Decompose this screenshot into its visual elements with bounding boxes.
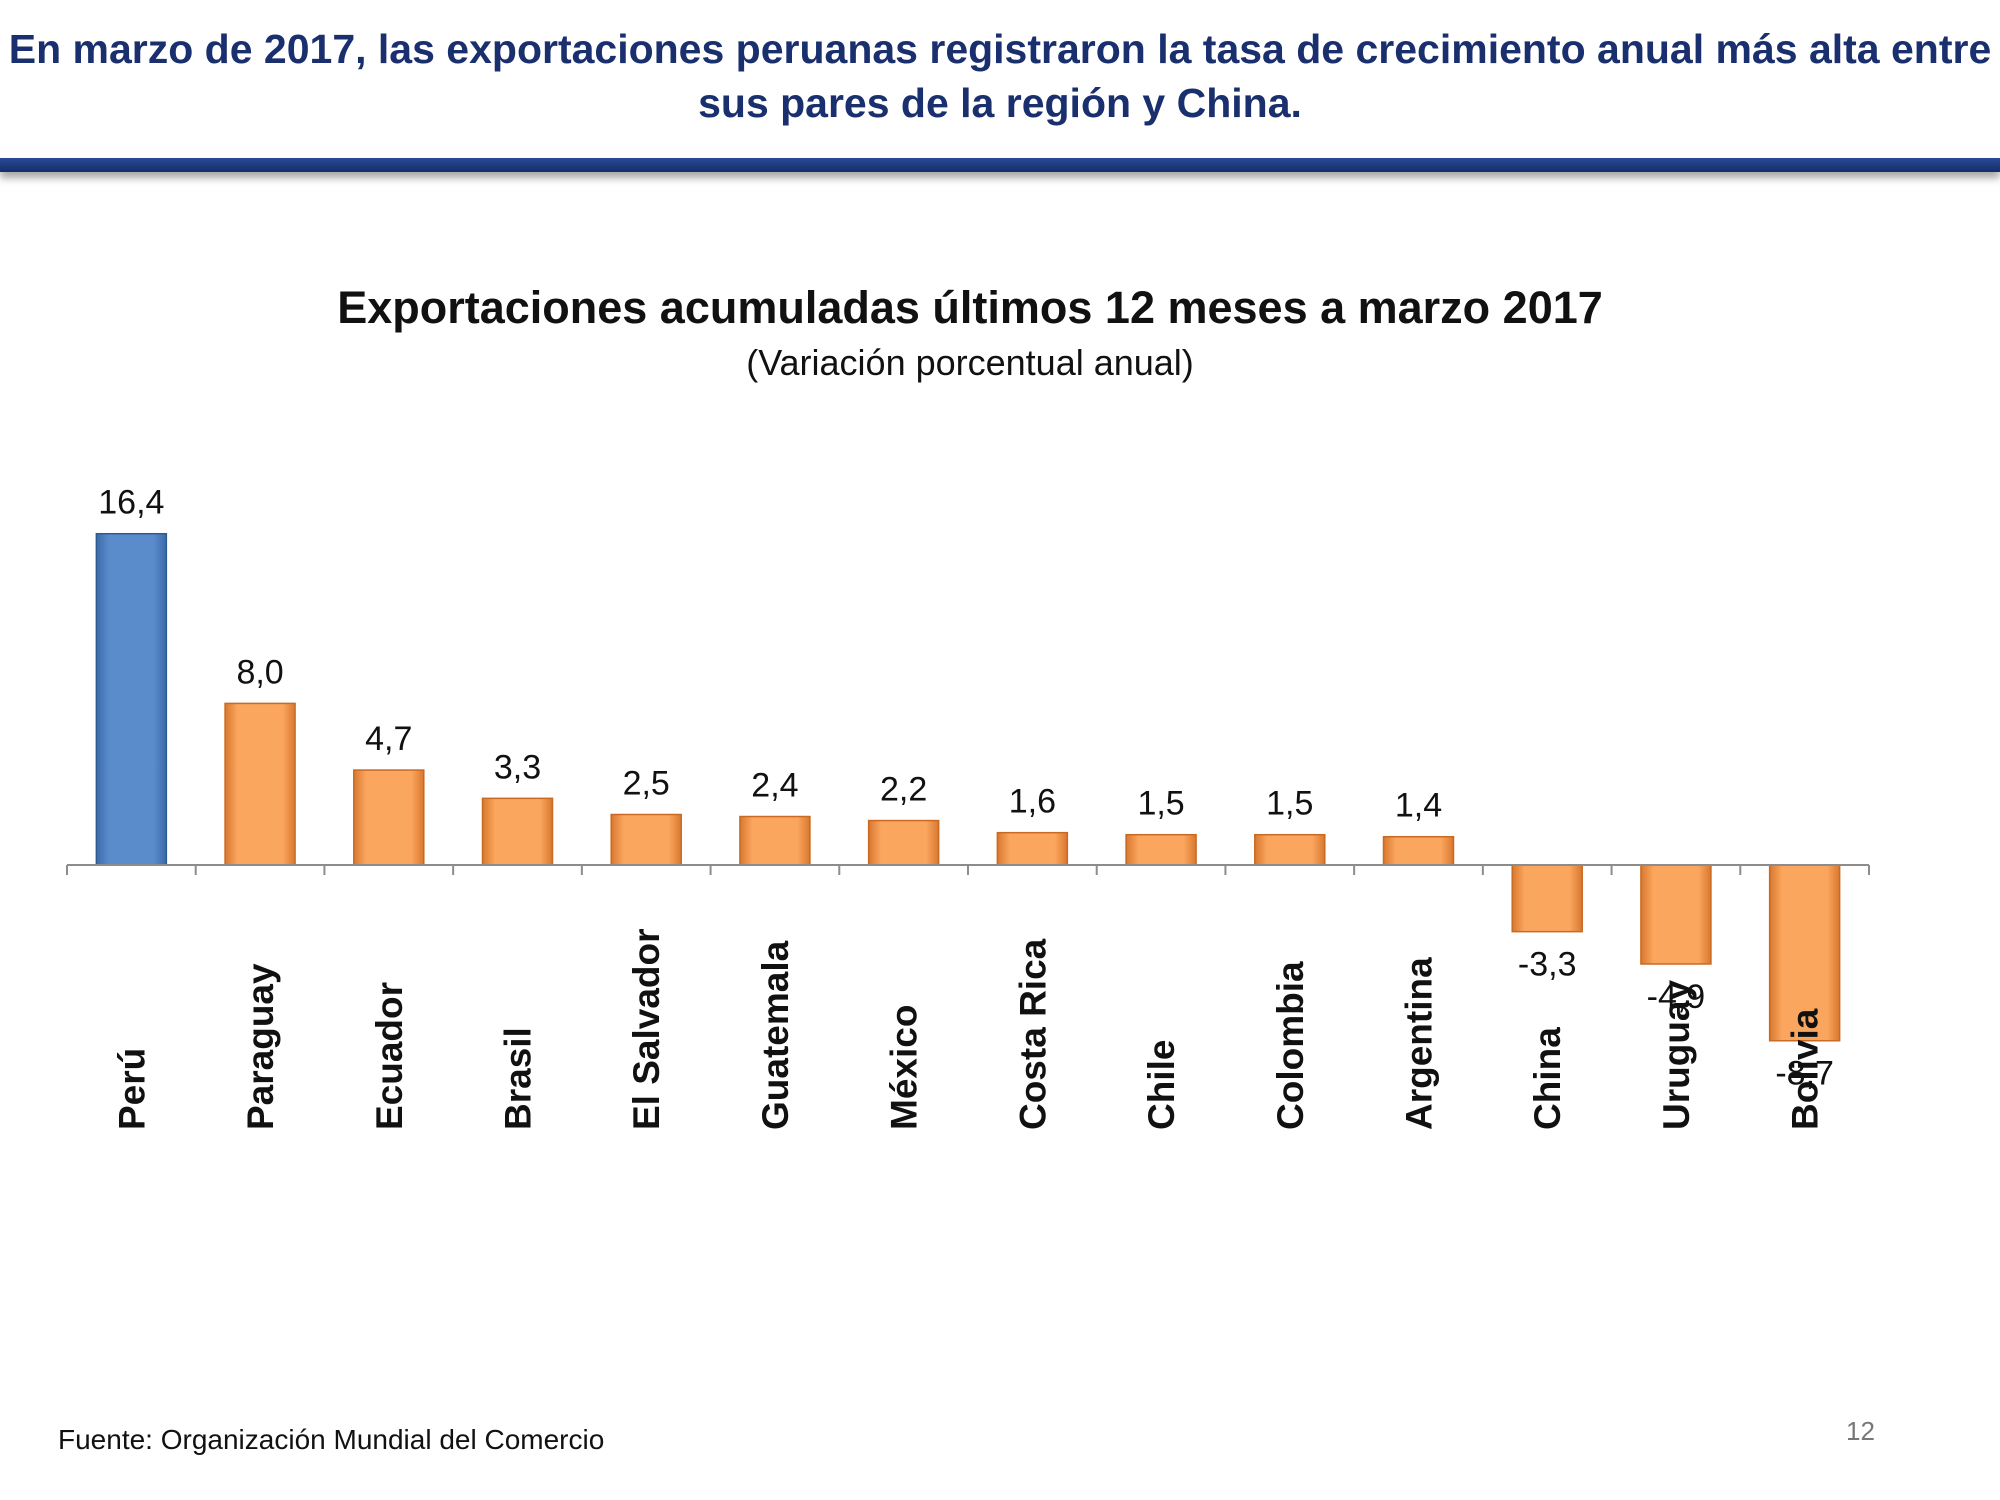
category-label-chile: Chile [1141, 1040, 1182, 1130]
chart-title: Exportaciones acumuladas últimos 12 mese… [337, 282, 1603, 333]
bar-guatemala [739, 815, 811, 866]
category-label-china: China [1527, 1027, 1568, 1130]
category-label-guatemala: Guatemala [755, 940, 796, 1130]
category-label-costa-rica: Costa Rica [1012, 938, 1053, 1130]
category-label-mexico: México [884, 1005, 925, 1130]
category-label-paraguay: Paraguay [240, 963, 281, 1130]
value-label-colombia: 1,5 [1266, 785, 1313, 823]
value-label-uruguay: -4,9 [1647, 978, 1706, 1016]
bar-paraguay [224, 702, 296, 866]
bar-costa-rica [996, 831, 1069, 866]
chart-subtitle: (Variación porcentual anual) [746, 342, 1194, 383]
category-label-brasil: Brasil [498, 1027, 539, 1130]
bar-mexico [867, 819, 940, 866]
category-label-argentina: Argentina [1399, 957, 1440, 1130]
value-label-guatemala: 2,4 [751, 767, 798, 805]
category-label-colombia: Colombia [1270, 961, 1311, 1130]
category-label-el-salvador: El Salvador [626, 928, 667, 1130]
bar-colombia [1254, 833, 1326, 866]
value-label-paraguay: 8,0 [236, 653, 283, 691]
bar-el-salvador [610, 813, 682, 866]
bar-brasil [481, 797, 554, 866]
page-number: 12 [1846, 1416, 1875, 1446]
category-label-uruguay: Uruguay [1656, 980, 1697, 1131]
category-label-peru: Perú [111, 1048, 152, 1130]
value-label-argentina: 1,4 [1395, 787, 1442, 825]
category-label-bolivia: Bolivia [1785, 1008, 1826, 1130]
bar-chart: 16,4 8,0 4,7 3,3 2,5 2,4 2,2 1,6 1,5 1,5 1,4 -3,3 -4… [66, 484, 1870, 1131]
bar-peru [95, 532, 168, 866]
value-label-el-salvador: 2,5 [623, 765, 670, 803]
value-label-china: -3,3 [1518, 946, 1577, 984]
bar-uruguay [1640, 864, 1712, 965]
value-label-costa-rica: 1,6 [1009, 783, 1056, 821]
headline: En marzo de 2017, las exportaciones peru… [8, 26, 1992, 126]
value-label-brasil: 3,3 [494, 748, 541, 786]
value-label-chile: 1,5 [1137, 785, 1184, 823]
bar-chile [1125, 833, 1197, 866]
value-label-ecuador: 4,7 [365, 720, 412, 758]
bar-argentina [1382, 835, 1455, 866]
bar-china [1511, 864, 1583, 933]
value-label-mexico: 2,2 [880, 771, 927, 809]
source-note: Fuente: Organización Mundial del Comerci… [58, 1424, 605, 1455]
value-label-bolivia: -8,7 [1775, 1055, 1834, 1093]
category-label-ecuador: Ecuador [369, 982, 410, 1130]
header-rule [0, 158, 2000, 172]
value-label-peru: 16,4 [98, 484, 164, 522]
bar-ecuador [353, 769, 425, 866]
